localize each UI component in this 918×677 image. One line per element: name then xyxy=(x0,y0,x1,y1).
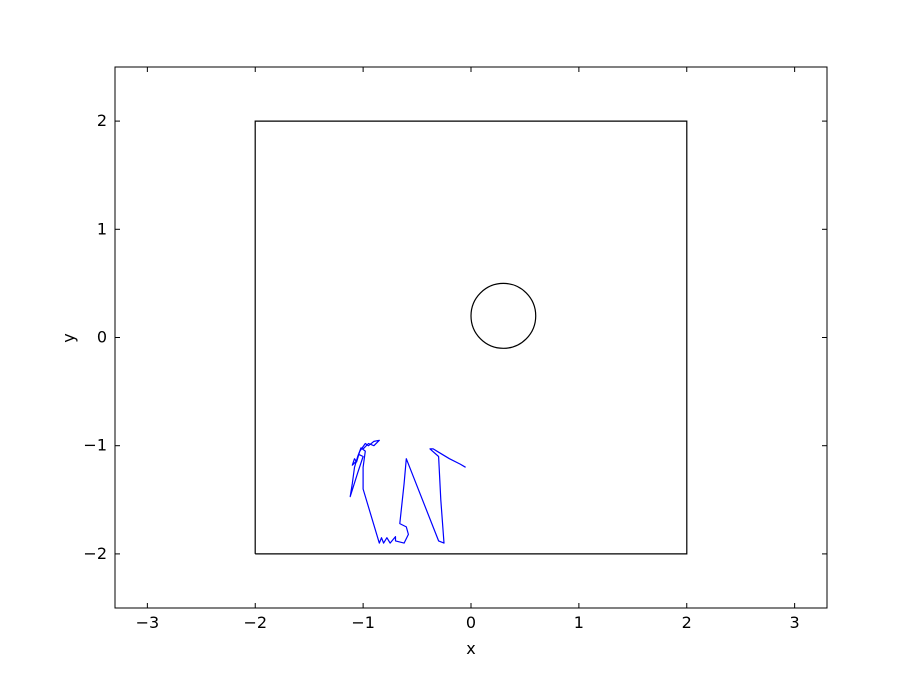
axes-frame xyxy=(114,66,828,609)
y-axis: −2 −1 0 1 2 xyxy=(83,111,827,563)
x-axis-label: x xyxy=(466,639,475,658)
x-tick-label: −2 xyxy=(243,613,267,632)
x-tick-label: 3 xyxy=(790,613,800,632)
obstacle-circle xyxy=(470,282,537,349)
x-tick-label: 1 xyxy=(574,613,584,632)
y-tick-label: −1 xyxy=(83,436,107,455)
x-tick-label: −1 xyxy=(351,613,375,632)
x-tick-label: 0 xyxy=(466,613,476,632)
x-tick-label: 2 xyxy=(682,613,692,632)
y-axis-label: y xyxy=(59,333,78,342)
y-tick-label: 2 xyxy=(97,111,107,130)
y-tick-label: −2 xyxy=(83,544,107,563)
boundary-box xyxy=(254,120,688,555)
y-tick-label: 0 xyxy=(97,328,107,347)
y-tick-label: 1 xyxy=(97,219,107,238)
plot-area xyxy=(254,120,688,555)
trajectory-line-0 xyxy=(349,439,466,544)
x-tick-label: −3 xyxy=(136,613,160,632)
x-axis: −3 −2 −1 0 1 2 3 xyxy=(136,67,800,632)
